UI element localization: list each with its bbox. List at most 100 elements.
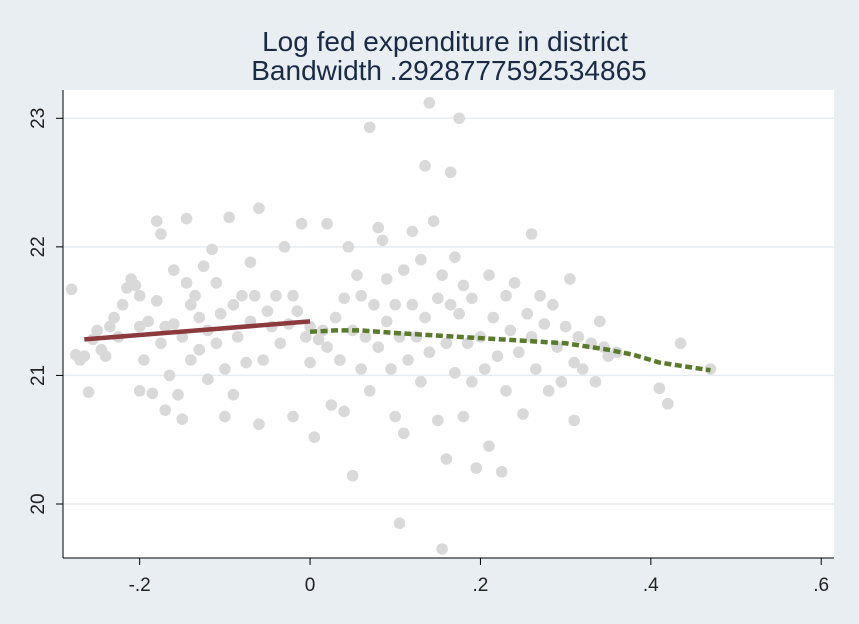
data-point	[104, 320, 116, 333]
data-point	[274, 337, 287, 350]
data-point	[521, 307, 534, 320]
data-point	[555, 376, 568, 388]
data-point	[402, 354, 414, 366]
data-point	[491, 350, 504, 362]
data-point	[227, 298, 240, 311]
data-point	[78, 350, 91, 362]
data-point	[589, 376, 602, 388]
data-point	[163, 369, 176, 382]
data-point	[159, 404, 172, 416]
data-point	[466, 376, 478, 388]
data-point	[291, 305, 304, 317]
data-point	[338, 292, 350, 305]
data-point	[82, 386, 95, 398]
y-tick-label: 23	[28, 108, 49, 129]
data-point	[359, 331, 372, 343]
data-point	[572, 331, 585, 343]
data-point	[321, 217, 333, 230]
data-point	[308, 431, 321, 443]
data-point	[155, 337, 167, 350]
grid-lines	[63, 117, 834, 505]
data-point	[397, 264, 410, 276]
right-fit-line	[309, 328, 711, 373]
data-point	[363, 121, 376, 134]
data-point	[568, 356, 580, 369]
data-point	[393, 517, 406, 530]
data-point	[444, 166, 457, 179]
data-point	[674, 337, 687, 350]
data-point	[197, 260, 210, 272]
data-point	[406, 298, 419, 311]
data-point	[487, 311, 500, 324]
data-point	[440, 337, 453, 350]
chart-title: Log fed expenditure in district	[262, 26, 628, 57]
x-tick-label: .4	[643, 575, 659, 596]
chart-subtitle: Bandwidth .2928777592534865	[251, 55, 646, 86]
data-point	[287, 289, 299, 302]
data-point	[261, 305, 274, 317]
data-point	[155, 228, 167, 240]
data-point	[461, 337, 474, 350]
data-point	[380, 315, 393, 328]
data-point	[355, 289, 367, 302]
data-point	[504, 324, 517, 337]
data-point	[176, 413, 189, 425]
data-point	[397, 427, 410, 440]
data-point	[593, 315, 606, 328]
axes: -.2 0 .2 .4 .6 20 21 22 23	[28, 90, 834, 596]
data-point	[564, 273, 576, 285]
data-point	[380, 273, 393, 285]
data-point	[495, 466, 508, 478]
data-point	[419, 160, 431, 172]
data-point	[91, 324, 103, 337]
data-point	[457, 410, 470, 423]
data-point	[449, 367, 461, 379]
data-point	[355, 363, 367, 375]
data-point	[385, 363, 397, 375]
data-point	[415, 376, 427, 388]
data-point	[180, 212, 193, 225]
data-point	[547, 298, 559, 311]
data-point	[108, 311, 120, 324]
data-point	[449, 251, 461, 263]
data-point	[363, 385, 376, 397]
data-point	[444, 298, 457, 311]
data-point	[653, 382, 666, 395]
data-point	[312, 333, 325, 346]
data-point	[559, 320, 572, 333]
data-point	[517, 408, 529, 420]
data-point	[133, 385, 146, 397]
data-point	[334, 354, 346, 366]
data-point	[248, 289, 261, 302]
y-tick-label: 21	[28, 365, 49, 386]
data-point	[116, 298, 129, 311]
x-tick-label: .6	[813, 575, 829, 596]
data-point	[219, 410, 231, 423]
data-point	[568, 414, 580, 427]
data-point	[372, 341, 385, 353]
data-point	[214, 307, 227, 320]
data-point	[133, 289, 146, 302]
data-point	[193, 311, 206, 324]
data-point	[167, 318, 180, 330]
data-point	[150, 295, 163, 307]
data-point	[180, 277, 193, 289]
data-point	[538, 318, 551, 330]
data-point	[470, 462, 482, 474]
data-point	[150, 215, 163, 227]
data-point	[184, 354, 197, 366]
data-point	[206, 243, 218, 256]
data-point	[219, 363, 231, 375]
data-point	[295, 217, 308, 230]
data-point	[376, 234, 389, 247]
data-point	[500, 289, 512, 302]
x-tick-label: -.2	[129, 575, 151, 596]
data-point	[240, 356, 252, 369]
data-point	[512, 346, 525, 359]
data-point	[372, 221, 385, 234]
data-point	[576, 363, 589, 375]
data-point	[432, 292, 444, 305]
data-point	[146, 387, 159, 400]
data-point	[415, 253, 427, 266]
